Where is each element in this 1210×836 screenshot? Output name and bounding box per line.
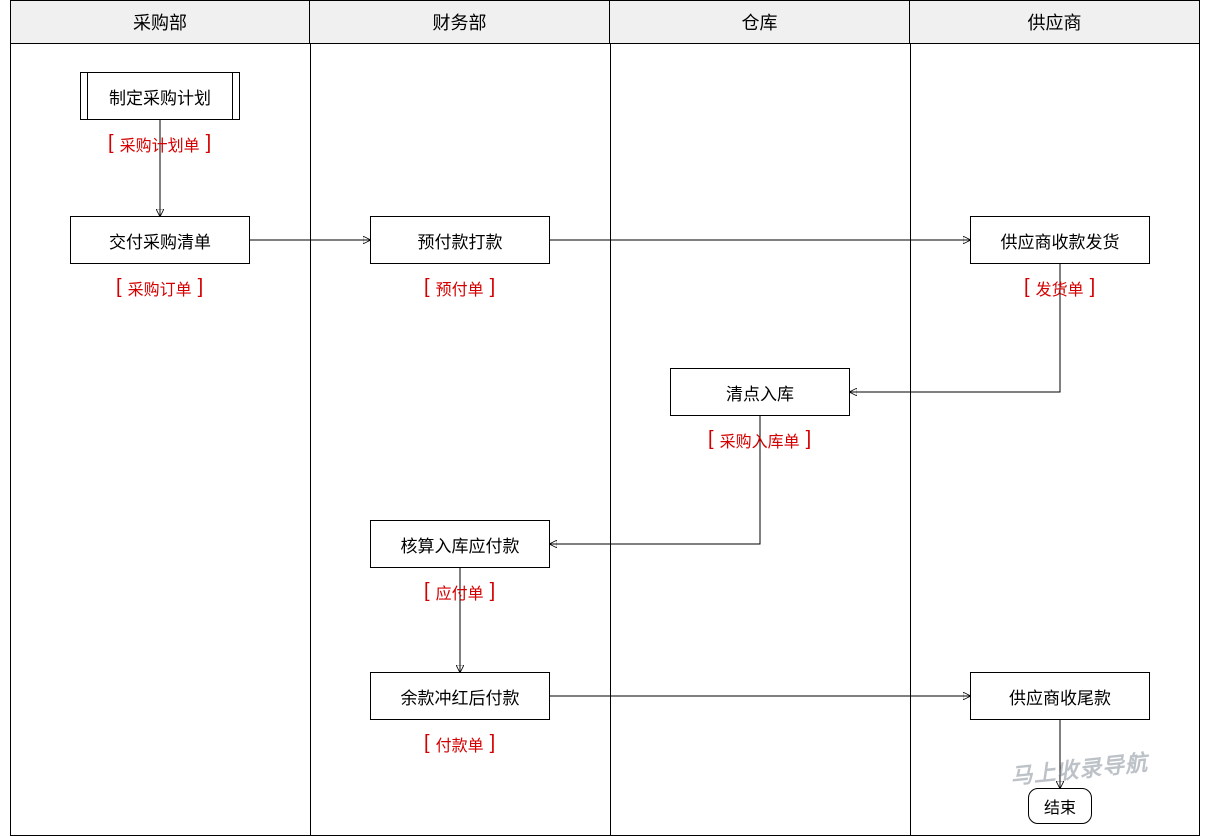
node-check-in-stock: 清点入库 bbox=[670, 368, 850, 416]
node-prepay: 预付款打款 bbox=[370, 216, 550, 264]
bracket-left-icon: [ bbox=[1024, 279, 1030, 295]
lane-header-purchasing: 采购部 bbox=[10, 0, 310, 44]
bracket-right-icon: ] bbox=[806, 431, 812, 447]
bracket-left-icon: [ bbox=[424, 279, 430, 295]
bracket-left-icon: [ bbox=[424, 735, 430, 751]
node-deliver-purchase-list: 交付采购清单 bbox=[70, 216, 250, 264]
bracket-right-icon: ] bbox=[1090, 279, 1096, 295]
doc-delivery-note: [ 发货单 ] bbox=[1024, 276, 1095, 300]
bracket-right-icon: ] bbox=[198, 279, 204, 295]
node-supplier-receive-final: 供应商收尾款 bbox=[970, 672, 1150, 720]
lane-body-purchasing bbox=[10, 44, 310, 836]
lane-header-supplier: 供应商 bbox=[909, 0, 1200, 44]
bracket-right-icon: ] bbox=[206, 135, 212, 151]
bracket-left-icon: [ bbox=[116, 279, 122, 295]
doc-payable: [ 应付单 ] bbox=[424, 580, 495, 604]
doc-label: 采购计划单 bbox=[120, 132, 200, 156]
swimlane-canvas: 采购部 财务部 仓库 供应商 制定采购计划 交付采购清单 预付款打款 供应商收款… bbox=[0, 0, 1210, 836]
lane-header-warehouse: 仓库 bbox=[609, 0, 910, 44]
bracket-right-icon: ] bbox=[490, 735, 496, 751]
doc-label: 应付单 bbox=[436, 580, 484, 604]
bracket-left-icon: [ bbox=[424, 583, 430, 599]
node-calc-payable: 核算入库应付款 bbox=[370, 520, 550, 568]
node-make-purchase-plan: 制定采购计划 bbox=[80, 72, 240, 120]
doc-prepay: [ 预付单 ] bbox=[424, 276, 495, 300]
doc-label: 预付单 bbox=[436, 276, 484, 300]
bracket-left-icon: [ bbox=[708, 431, 714, 447]
node-end: 结束 bbox=[1028, 788, 1092, 824]
doc-label: 付款单 bbox=[436, 732, 484, 756]
doc-payment: [ 付款单 ] bbox=[424, 732, 495, 756]
doc-label: 发货单 bbox=[1036, 276, 1084, 300]
node-supplier-ship: 供应商收款发货 bbox=[970, 216, 1150, 264]
bracket-right-icon: ] bbox=[490, 583, 496, 599]
doc-stock-in: [ 采购入库单 ] bbox=[708, 428, 811, 452]
bracket-right-icon: ] bbox=[490, 279, 496, 295]
lane-header-finance: 财务部 bbox=[309, 0, 610, 44]
doc-label: 采购订单 bbox=[128, 276, 192, 300]
doc-label: 采购入库单 bbox=[720, 428, 800, 452]
bracket-left-icon: [ bbox=[108, 135, 114, 151]
doc-purchase-order: [ 采购订单 ] bbox=[116, 276, 203, 300]
doc-purchase-plan: [ 采购计划单 ] bbox=[108, 132, 211, 156]
node-pay-balance: 余款冲红后付款 bbox=[370, 672, 550, 720]
